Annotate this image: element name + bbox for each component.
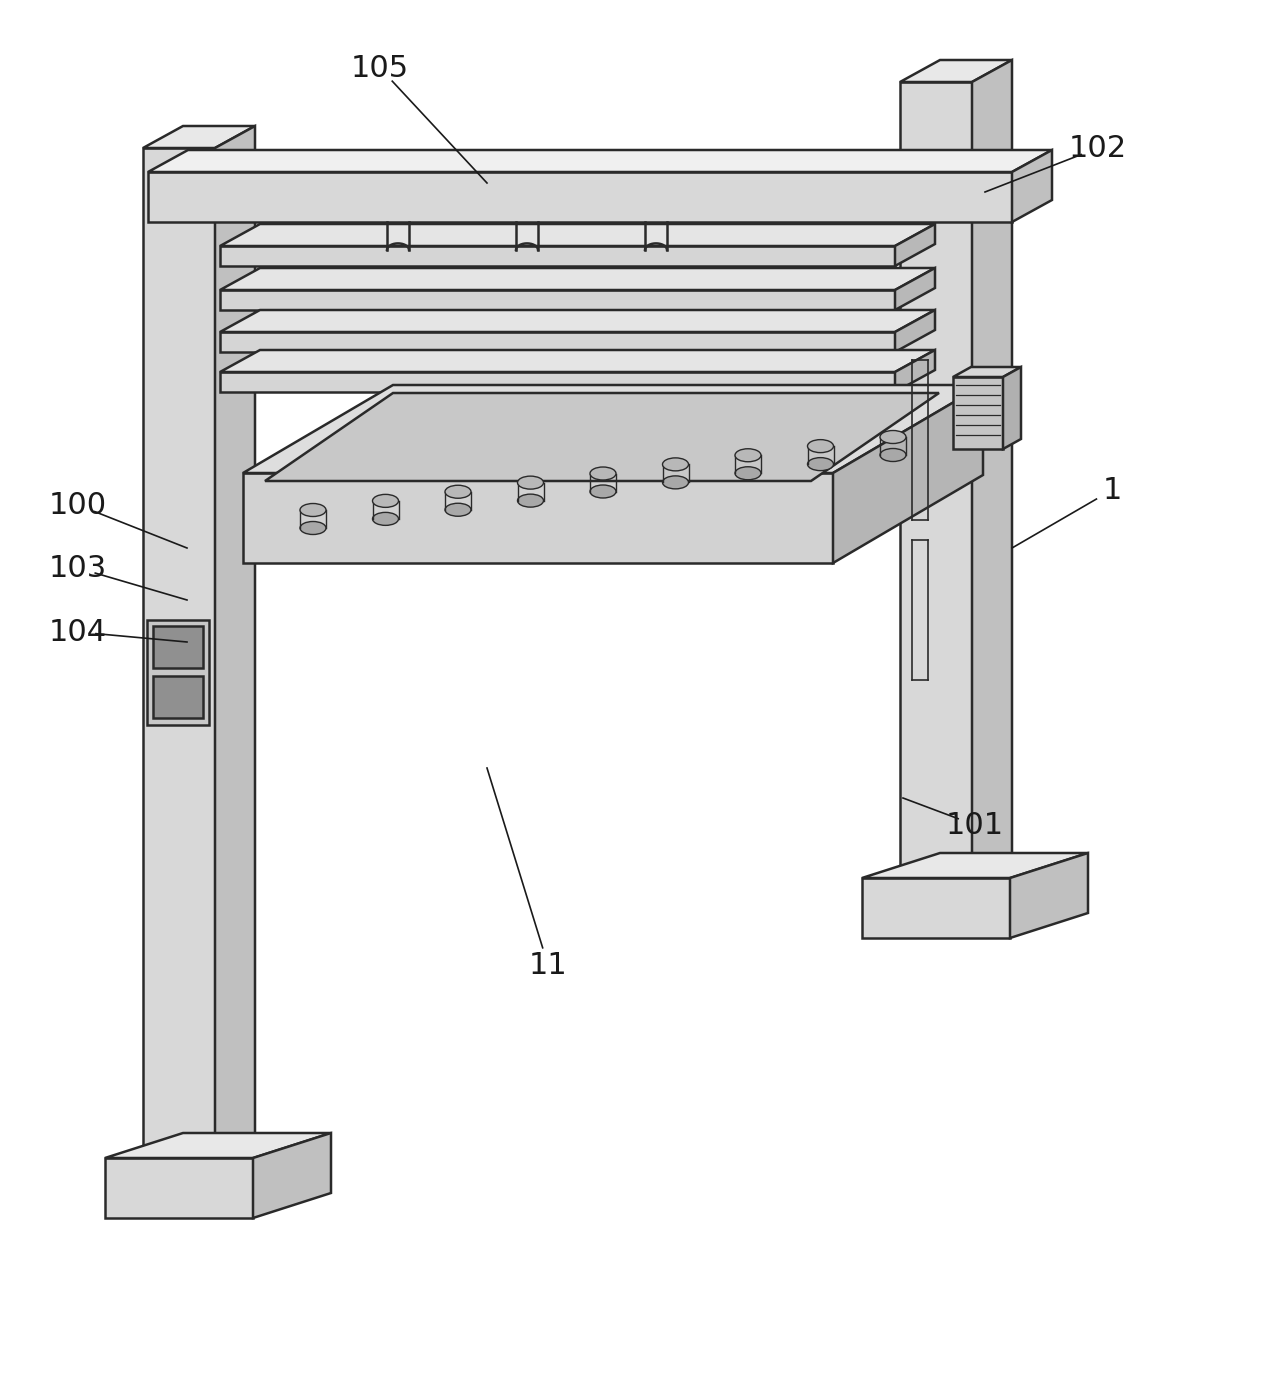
Ellipse shape xyxy=(301,503,326,517)
Polygon shape xyxy=(143,126,255,148)
Polygon shape xyxy=(143,148,215,1158)
Ellipse shape xyxy=(518,477,543,489)
Polygon shape xyxy=(220,310,935,332)
Polygon shape xyxy=(242,386,983,473)
Polygon shape xyxy=(895,310,935,352)
Polygon shape xyxy=(895,350,935,392)
Polygon shape xyxy=(220,372,895,392)
Polygon shape xyxy=(954,368,1021,377)
Ellipse shape xyxy=(663,475,688,489)
Polygon shape xyxy=(153,676,203,719)
Text: 104: 104 xyxy=(49,618,107,647)
Ellipse shape xyxy=(880,449,906,462)
Text: 11: 11 xyxy=(529,951,567,980)
Ellipse shape xyxy=(735,449,762,462)
Text: 100: 100 xyxy=(49,491,107,520)
Text: 103: 103 xyxy=(49,554,107,582)
Ellipse shape xyxy=(590,485,616,498)
Ellipse shape xyxy=(807,457,834,471)
Polygon shape xyxy=(220,246,895,265)
Text: 101: 101 xyxy=(946,810,1004,839)
Polygon shape xyxy=(834,386,983,562)
Ellipse shape xyxy=(373,513,399,525)
Polygon shape xyxy=(895,224,935,265)
Text: 102: 102 xyxy=(1068,134,1127,163)
Text: 1: 1 xyxy=(1103,475,1122,504)
Polygon shape xyxy=(147,621,208,726)
Polygon shape xyxy=(105,1133,331,1158)
Polygon shape xyxy=(901,59,1012,82)
Polygon shape xyxy=(901,82,973,878)
Text: 105: 105 xyxy=(351,54,409,83)
Ellipse shape xyxy=(518,495,543,507)
Polygon shape xyxy=(1010,853,1087,938)
Polygon shape xyxy=(1003,368,1021,449)
Polygon shape xyxy=(265,392,938,481)
Polygon shape xyxy=(253,1133,331,1218)
Polygon shape xyxy=(215,126,255,1158)
Polygon shape xyxy=(220,290,895,310)
Polygon shape xyxy=(973,59,1012,878)
Polygon shape xyxy=(220,268,935,290)
Polygon shape xyxy=(220,350,935,372)
Polygon shape xyxy=(220,332,895,352)
Polygon shape xyxy=(242,473,834,562)
Ellipse shape xyxy=(445,485,471,499)
Polygon shape xyxy=(220,224,935,246)
Ellipse shape xyxy=(301,521,326,535)
Ellipse shape xyxy=(445,503,471,517)
Polygon shape xyxy=(954,377,1003,449)
Polygon shape xyxy=(148,171,1012,223)
Ellipse shape xyxy=(880,431,906,444)
Ellipse shape xyxy=(807,439,834,453)
Polygon shape xyxy=(148,151,1052,171)
Polygon shape xyxy=(105,1158,253,1218)
Polygon shape xyxy=(153,626,203,668)
Polygon shape xyxy=(895,268,935,310)
Ellipse shape xyxy=(373,495,399,507)
Polygon shape xyxy=(863,878,1010,938)
Polygon shape xyxy=(863,853,1087,878)
Ellipse shape xyxy=(663,457,688,471)
Ellipse shape xyxy=(590,467,616,480)
Ellipse shape xyxy=(735,467,762,480)
Polygon shape xyxy=(1012,151,1052,223)
